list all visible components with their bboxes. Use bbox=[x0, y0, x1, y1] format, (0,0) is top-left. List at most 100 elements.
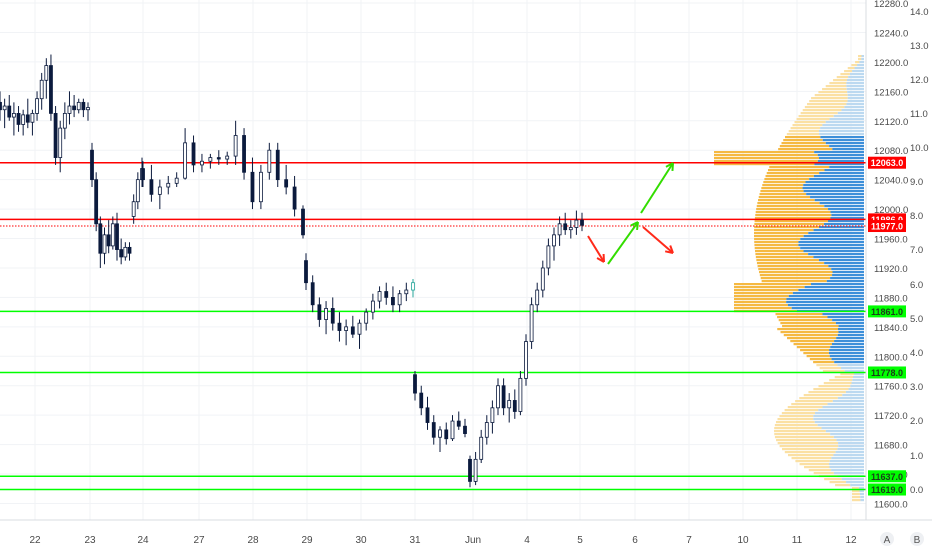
candle-body[interactable] bbox=[547, 246, 550, 268]
candle-body[interactable] bbox=[12, 113, 15, 117]
candle-body[interactable] bbox=[200, 161, 203, 165]
candle-body[interactable] bbox=[111, 224, 114, 246]
candle-body[interactable] bbox=[36, 99, 39, 114]
candle-body[interactable] bbox=[412, 283, 415, 290]
candle-body[interactable] bbox=[432, 423, 435, 438]
candle-body[interactable] bbox=[103, 235, 106, 253]
candle-body[interactable] bbox=[87, 108, 90, 110]
candle-body[interactable] bbox=[54, 113, 57, 157]
candle-body[interactable] bbox=[226, 156, 229, 159]
candle-body[interactable] bbox=[439, 430, 442, 437]
candle-body[interactable] bbox=[68, 106, 71, 113]
candle-body[interactable] bbox=[40, 80, 43, 98]
candle-body[interactable] bbox=[99, 224, 102, 253]
candle-body[interactable] bbox=[405, 290, 408, 294]
candle-body[interactable] bbox=[420, 393, 423, 408]
candle-body[interactable] bbox=[132, 202, 135, 217]
candle-body[interactable] bbox=[485, 423, 488, 438]
candle-body[interactable] bbox=[553, 235, 556, 246]
candle-body[interactable] bbox=[120, 250, 123, 257]
candle-body[interactable] bbox=[480, 437, 483, 459]
candle-body[interactable] bbox=[209, 158, 212, 162]
candle-body[interactable] bbox=[345, 327, 348, 331]
candle-body[interactable] bbox=[184, 143, 187, 178]
candle-body[interactable] bbox=[73, 106, 76, 110]
candle-body[interactable] bbox=[77, 102, 80, 109]
candle-body[interactable] bbox=[457, 421, 460, 426]
candle-body[interactable] bbox=[445, 430, 448, 439]
candle-body[interactable] bbox=[251, 172, 254, 201]
candle-body[interactable] bbox=[22, 115, 25, 125]
candle-body[interactable] bbox=[95, 180, 98, 224]
candle-body[interactable] bbox=[398, 294, 401, 305]
candle-body[interactable] bbox=[59, 128, 62, 157]
candle-body[interactable] bbox=[530, 305, 533, 342]
candle-body[interactable] bbox=[31, 113, 34, 122]
candle-body[interactable] bbox=[391, 297, 394, 304]
candle-body[interactable] bbox=[469, 459, 472, 481]
candle-body[interactable] bbox=[365, 312, 368, 323]
candle-body[interactable] bbox=[167, 183, 170, 187]
candle-body[interactable] bbox=[26, 115, 29, 122]
candle-body[interactable] bbox=[519, 378, 522, 411]
candle-body[interactable] bbox=[414, 375, 417, 393]
candle-body[interactable] bbox=[268, 150, 271, 172]
candle-body[interactable] bbox=[91, 150, 94, 179]
candle-body[interactable] bbox=[243, 135, 246, 172]
candle-body[interactable] bbox=[142, 169, 145, 180]
candle-body[interactable] bbox=[497, 386, 500, 408]
candle-body[interactable] bbox=[513, 400, 516, 411]
candle-body[interactable] bbox=[385, 292, 388, 298]
candle-body[interactable] bbox=[558, 224, 561, 235]
candle-body[interactable] bbox=[508, 400, 511, 407]
candle-body[interactable] bbox=[305, 261, 308, 283]
candle-body[interactable] bbox=[325, 308, 328, 319]
candle-body[interactable] bbox=[302, 209, 305, 235]
candle-body[interactable] bbox=[124, 247, 127, 257]
candle-body[interactable] bbox=[564, 224, 567, 230]
candle-body[interactable] bbox=[116, 224, 119, 250]
candle-body[interactable] bbox=[17, 113, 20, 124]
candle-body[interactable] bbox=[575, 220, 578, 227]
candle-body[interactable] bbox=[358, 323, 361, 334]
candle-body[interactable] bbox=[82, 102, 85, 109]
candle-body[interactable] bbox=[311, 283, 314, 305]
candle-body[interactable] bbox=[136, 180, 139, 202]
candle-body[interactable] bbox=[175, 178, 178, 183]
candle-body[interactable] bbox=[150, 180, 153, 195]
candle-body[interactable] bbox=[259, 172, 262, 201]
candle-body[interactable] bbox=[371, 301, 374, 312]
candle-body[interactable] bbox=[331, 308, 334, 323]
candle-body[interactable] bbox=[285, 180, 288, 187]
candle-body[interactable] bbox=[3, 106, 6, 110]
candle-body[interactable] bbox=[293, 187, 296, 209]
candle-body[interactable] bbox=[49, 66, 52, 114]
candle-body[interactable] bbox=[581, 220, 584, 225]
candle-body[interactable] bbox=[451, 421, 454, 439]
candle-body[interactable] bbox=[502, 386, 505, 408]
candle-body[interactable] bbox=[536, 290, 539, 305]
candle-body[interactable] bbox=[318, 305, 321, 320]
candle-body[interactable] bbox=[464, 426, 467, 433]
candle-body[interactable] bbox=[234, 135, 237, 156]
candle-body[interactable] bbox=[569, 227, 572, 229]
candle-body[interactable] bbox=[474, 459, 477, 481]
candle-body[interactable] bbox=[0, 102, 2, 109]
candle-body[interactable] bbox=[217, 158, 220, 159]
candle-body[interactable] bbox=[158, 187, 161, 194]
candle-body[interactable] bbox=[351, 327, 354, 334]
candle-body[interactable] bbox=[378, 292, 381, 302]
candle-body[interactable] bbox=[276, 150, 279, 179]
candle-body[interactable] bbox=[107, 235, 110, 246]
candle-body[interactable] bbox=[45, 66, 48, 81]
candle-body[interactable] bbox=[426, 408, 429, 423]
candle-body[interactable] bbox=[192, 143, 195, 165]
candle-body[interactable] bbox=[491, 408, 494, 423]
candle-body[interactable] bbox=[541, 268, 544, 290]
candle-body[interactable] bbox=[525, 342, 528, 379]
candle-body[interactable] bbox=[128, 247, 131, 253]
candle-body[interactable] bbox=[63, 113, 66, 128]
candle-body[interactable] bbox=[8, 106, 11, 117]
candle-body[interactable] bbox=[338, 323, 341, 330]
